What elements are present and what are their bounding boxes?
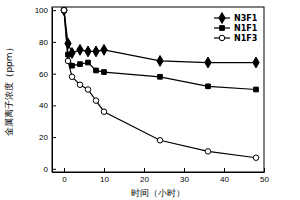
y-tick: 0 <box>44 165 56 174</box>
legend-label: N1F1 <box>234 24 258 33</box>
y-tick-label: 80 <box>39 38 48 47</box>
x-tick: 10 <box>100 168 109 184</box>
x-tick-label: 30 <box>180 175 189 184</box>
data-area <box>61 7 259 160</box>
x-axis: 0 10 20 30 40 50 <box>53 168 270 184</box>
x-tick-mark <box>144 168 145 172</box>
legend-item: N3F1 <box>214 13 258 24</box>
series-marker <box>254 87 259 92</box>
y-tick-label: 0 <box>44 165 49 174</box>
legend-marker <box>219 35 225 41</box>
x-tick-mark <box>224 168 225 172</box>
series-marker <box>206 84 211 89</box>
y-tick-label: 20 <box>39 133 48 142</box>
series-marker <box>77 44 83 55</box>
series-marker <box>158 74 163 79</box>
x-tick: 0 <box>62 168 67 184</box>
series-marker <box>157 56 163 67</box>
legend-label: N3F1 <box>234 14 258 23</box>
series-marker <box>205 149 211 155</box>
y-tick: 80 <box>39 38 56 47</box>
legend-item: N1F3 <box>214 34 257 43</box>
x-tick-mark <box>264 168 265 172</box>
legend: N3F1N1F1N1F3 <box>214 13 258 43</box>
series-marker <box>157 138 163 144</box>
y-axis-line <box>52 8 53 173</box>
x-tick-mark <box>184 168 185 172</box>
y-tick-mark <box>52 74 56 75</box>
series-marker <box>205 57 211 68</box>
series-marker <box>93 98 99 104</box>
series-marker <box>101 109 107 115</box>
x-tick: 40 <box>220 168 229 184</box>
y-tick-mark <box>52 105 56 106</box>
series-line <box>64 10 256 158</box>
legend-marker <box>219 13 225 24</box>
y-tick-mark <box>52 137 56 138</box>
y-axis-title: 金属离子浓度（ppm） <box>4 43 14 135</box>
series-marker <box>78 62 83 67</box>
series-marker <box>253 57 259 68</box>
series-marker <box>93 46 99 57</box>
y-tick: 60 <box>39 70 56 79</box>
series-line <box>64 10 256 89</box>
y-tick-mark <box>52 42 56 43</box>
chart: 0 10 20 30 40 50 0 20 40 60 80 100 N3F1N1F1N1F3 时间（小时… <box>0 0 300 200</box>
y-axis: 0 20 40 60 80 100 <box>35 6 56 174</box>
x-tick-mark <box>64 168 65 172</box>
legend-label: N1F3 <box>234 34 257 43</box>
series-marker <box>77 82 83 88</box>
y-tick-mark <box>52 169 56 170</box>
series-marker <box>70 63 75 68</box>
plot-frame <box>52 7 264 172</box>
series-marker <box>102 70 107 75</box>
y-tick-label: 100 <box>35 6 49 15</box>
x-tick-label: 0 <box>62 175 67 184</box>
series-marker <box>86 60 91 65</box>
series-marker <box>94 68 99 73</box>
series-marker <box>61 7 67 13</box>
series-marker <box>101 44 107 55</box>
series-marker <box>253 155 259 161</box>
x-tick-label: 20 <box>140 175 149 184</box>
x-tick: 50 <box>260 168 269 184</box>
x-tick-label: 40 <box>220 175 229 184</box>
x-axis-line <box>53 172 265 173</box>
y-tick-mark <box>52 10 56 11</box>
x-tick-label: 50 <box>260 175 269 184</box>
series-marker <box>62 8 67 13</box>
x-tick-mark <box>104 168 105 172</box>
series-marker <box>85 87 91 93</box>
series-marker <box>65 58 71 64</box>
plot: 0 10 20 30 40 50 0 20 40 60 80 100 N3F1N1F1N1F3 <box>35 5 270 184</box>
x-tick: 30 <box>180 168 189 184</box>
x-axis-title: 时间（小时） <box>131 188 185 198</box>
y-tick-label: 60 <box>39 70 48 79</box>
legend-item: N1F1 <box>214 24 258 33</box>
legend-marker <box>220 26 225 31</box>
y-tick: 20 <box>39 133 56 142</box>
series-marker <box>69 74 75 80</box>
y-tick: 40 <box>39 101 56 110</box>
series-marker <box>85 46 91 57</box>
x-tick-label: 10 <box>100 175 109 184</box>
y-tick-label: 40 <box>39 101 48 110</box>
y-tick: 100 <box>35 6 56 15</box>
x-tick: 20 <box>140 168 149 184</box>
